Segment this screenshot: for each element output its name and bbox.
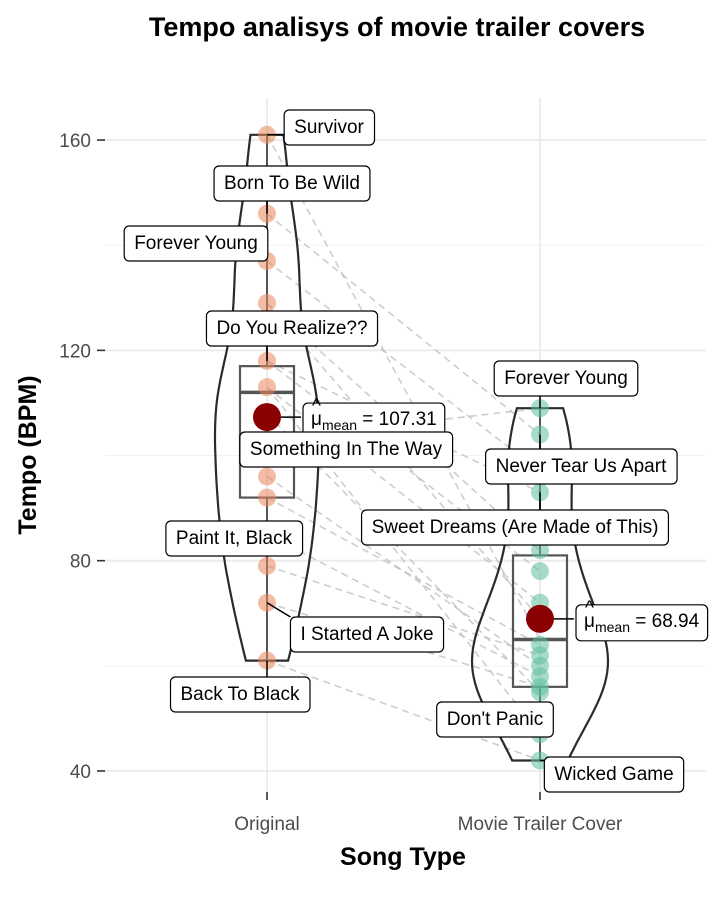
axes: 40 80 120 160 Original Movie Trailer Cover [59, 131, 623, 835]
data-point [258, 488, 276, 507]
pair-line [266, 659, 541, 762]
y-tick-label: 80 [70, 552, 91, 573]
annotation-label: Back To Black [181, 684, 300, 705]
annotation-box [493, 360, 639, 397]
annotations: Survivor Born To Be Wild Forever Young Do Y… [123, 109, 685, 793]
annotation-box [169, 676, 311, 713]
pair-line [266, 260, 541, 472]
x-axis-title: Song Type [340, 843, 466, 871]
annotation-box [289, 616, 445, 653]
data-point [258, 378, 276, 397]
annotation-box [213, 165, 371, 202]
annotation-label: Forever Young [134, 233, 258, 254]
y-tick-label: 160 [59, 131, 91, 152]
mean-hat: ^ [585, 598, 594, 619]
data-point [531, 541, 549, 560]
mean-label-box [575, 604, 709, 642]
mean-markers: μmean = 107.31^μmean = 68.94^ [253, 396, 709, 642]
data-point [258, 556, 276, 575]
data-point [258, 467, 276, 486]
y-tick-label: 40 [70, 762, 91, 783]
pair-line [266, 533, 541, 678]
annotation-label: Forever Young [504, 368, 628, 389]
chart-title: Tempo analisys of movie trailer covers [149, 12, 645, 42]
mean-hat: ^ [312, 396, 321, 417]
annotation-label: Survivor [294, 117, 364, 138]
annotation-connector [266, 602, 291, 618]
data-point [531, 683, 549, 702]
annotation-box [543, 756, 685, 793]
annotation-label: Wicked Game [554, 764, 673, 785]
annotation-box [165, 520, 304, 557]
annotation-box [436, 701, 554, 738]
annotation-label: I Started A Joke [300, 624, 433, 645]
pair-line [266, 475, 541, 667]
annotation-label: Sweet Dreams (Are Made of This) [372, 517, 659, 538]
y-tick-label: 120 [59, 341, 91, 362]
annotation-box [360, 509, 670, 546]
annotation-label: Paint It, Black [176, 528, 293, 549]
mean-marker [526, 604, 554, 633]
annotation-label: Something In The Way [250, 439, 443, 460]
annotation-label: Do You Realize?? [216, 318, 367, 339]
annotation-box [283, 109, 376, 146]
mean-marker [253, 403, 281, 432]
pair-line [266, 213, 541, 436]
annotation-label: Never Tear Us Apart [496, 456, 667, 477]
mean-label: μmean = 68.94 [584, 611, 700, 635]
annotation-box [485, 448, 678, 485]
annotation-box [239, 431, 454, 468]
annotation-box [205, 310, 379, 347]
data-point [531, 562, 549, 581]
mean-label: μmean = 107.31 [311, 409, 437, 433]
violin-original [213, 133, 321, 662]
pair-line [266, 496, 541, 646]
data-point [258, 294, 276, 313]
annotation-label: Born To Be Wild [224, 173, 360, 194]
annotation-label: Don't Panic [447, 709, 544, 730]
x-tick-label: Movie Trailer Cover [458, 814, 623, 835]
annotation-box [123, 225, 269, 262]
x-tick-label: Original [234, 814, 299, 835]
y-axis-title: Tempo (BPM) [14, 375, 42, 534]
